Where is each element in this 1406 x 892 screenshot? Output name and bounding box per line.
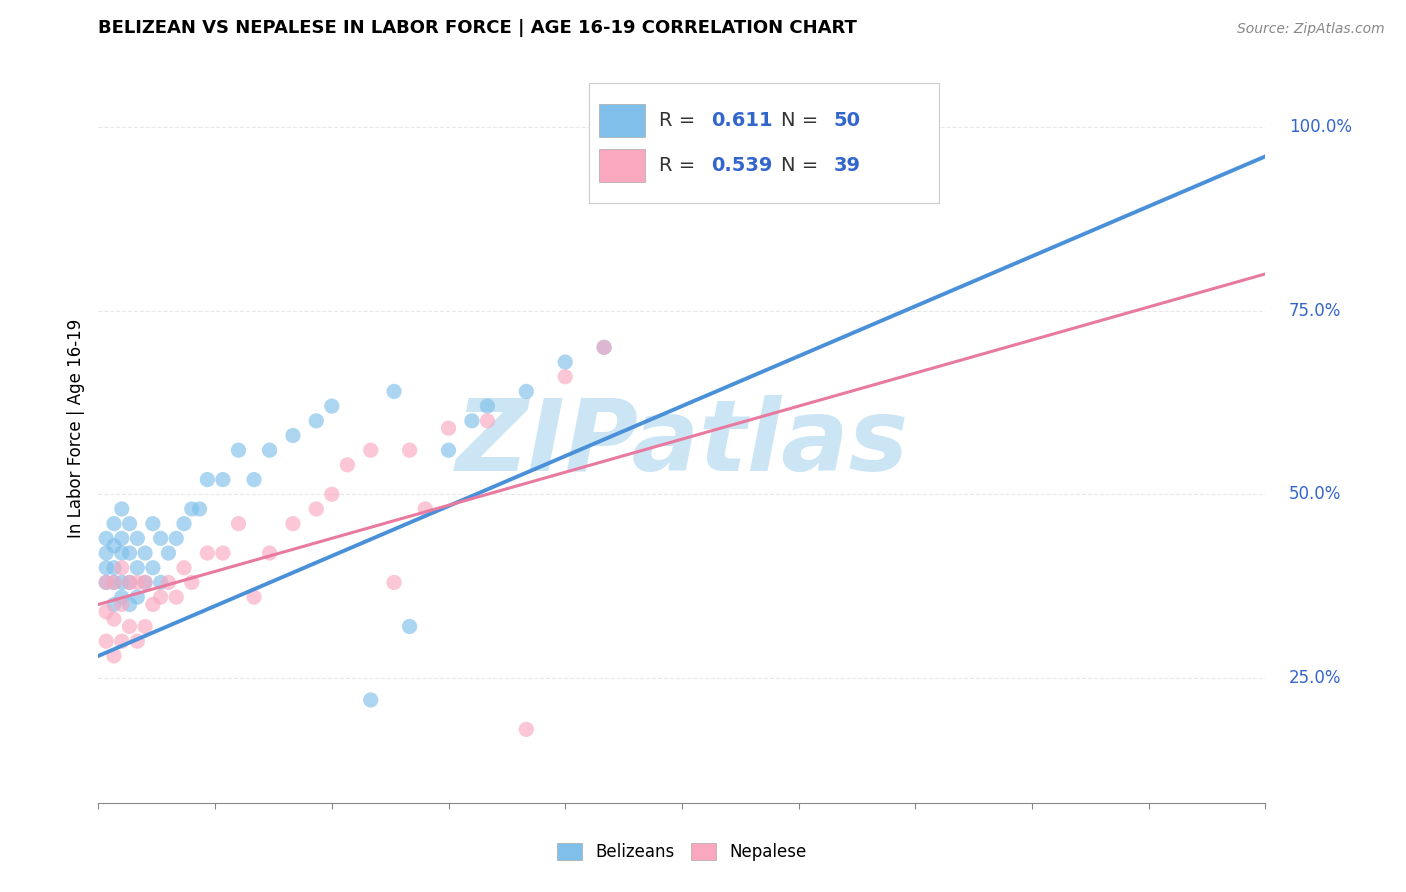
Point [243, 473, 266, 487]
Point [118, 546, 141, 560]
Point [96, 532, 118, 546]
Point [157, 575, 180, 590]
Y-axis label: In Labor Force | Age 16-19: In Labor Force | Age 16-19 [66, 318, 84, 538]
Point [127, 532, 149, 546]
Text: ZIPatlas: ZIPatlas [456, 394, 908, 491]
Point [142, 560, 165, 574]
Point [127, 590, 149, 604]
Point [111, 560, 134, 574]
Point [228, 516, 250, 531]
Point [127, 634, 149, 648]
Point [118, 619, 141, 633]
Point [111, 634, 134, 648]
Point [111, 502, 134, 516]
Point [103, 575, 125, 590]
Point [360, 693, 382, 707]
Point [149, 575, 172, 590]
Point [631, 157, 654, 171]
Point [413, 502, 436, 516]
Point [111, 532, 134, 546]
Legend: Belizeans, Nepalese: Belizeans, Nepalese [548, 835, 815, 870]
Point [134, 546, 156, 560]
Point [165, 532, 187, 546]
Text: 25.0%: 25.0% [1289, 669, 1341, 687]
Point [477, 399, 499, 413]
Point [134, 575, 156, 590]
Point [103, 560, 125, 574]
Point [118, 516, 141, 531]
Point [305, 414, 328, 428]
Point [437, 443, 460, 458]
Point [127, 575, 149, 590]
Point [593, 340, 616, 354]
Point [149, 532, 172, 546]
Point [398, 619, 420, 633]
Point [477, 414, 499, 428]
Point [382, 575, 405, 590]
Text: BELIZEAN VS NEPALESE IN LABOR FORCE | AGE 16-19 CORRELATION CHART: BELIZEAN VS NEPALESE IN LABOR FORCE | AG… [98, 19, 858, 37]
Point [103, 612, 125, 626]
Point [111, 598, 134, 612]
Point [554, 369, 576, 384]
Point [142, 516, 165, 531]
Point [259, 546, 281, 560]
Text: 50.0%: 50.0% [1289, 485, 1341, 503]
Point [173, 516, 195, 531]
Point [515, 723, 537, 737]
Point [134, 575, 156, 590]
Point [593, 340, 616, 354]
Point [281, 428, 304, 442]
Point [228, 443, 250, 458]
Point [398, 443, 420, 458]
Point [336, 458, 359, 472]
Point [142, 598, 165, 612]
Point [96, 605, 118, 619]
Point [212, 546, 235, 560]
Point [321, 487, 343, 501]
Point [103, 516, 125, 531]
Point [360, 443, 382, 458]
Point [96, 575, 118, 590]
Point [96, 560, 118, 574]
Point [305, 502, 328, 516]
Point [461, 414, 484, 428]
Point [118, 598, 141, 612]
Point [515, 384, 537, 399]
Point [382, 384, 405, 399]
Point [103, 598, 125, 612]
Point [127, 560, 149, 574]
Point [157, 546, 180, 560]
Point [96, 546, 118, 560]
Point [195, 546, 218, 560]
Point [134, 619, 156, 633]
Point [180, 502, 202, 516]
Point [111, 590, 134, 604]
Point [96, 575, 118, 590]
Point [321, 399, 343, 413]
Point [188, 502, 211, 516]
Text: Source: ZipAtlas.com: Source: ZipAtlas.com [1237, 22, 1385, 37]
Point [103, 648, 125, 663]
Text: 75.0%: 75.0% [1289, 301, 1341, 319]
Point [281, 516, 304, 531]
Point [180, 575, 202, 590]
Point [259, 443, 281, 458]
Point [212, 473, 235, 487]
Point [111, 546, 134, 560]
Point [103, 539, 125, 553]
Point [243, 590, 266, 604]
Point [437, 421, 460, 435]
Point [149, 590, 172, 604]
Point [195, 473, 218, 487]
Point [111, 575, 134, 590]
Point [96, 634, 118, 648]
Point [103, 575, 125, 590]
Point [118, 575, 141, 590]
Point [173, 560, 195, 574]
Text: 100.0%: 100.0% [1289, 118, 1351, 136]
Point [165, 590, 187, 604]
Point [118, 575, 141, 590]
Point [554, 355, 576, 369]
